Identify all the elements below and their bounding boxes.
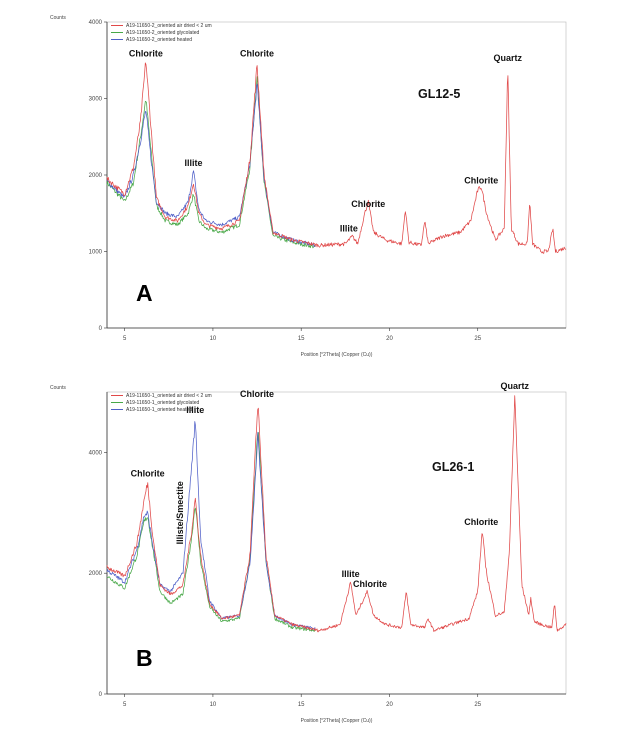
legend-entry: A19-11650-2_oriented heated	[126, 37, 192, 43]
series-line-2	[106, 76, 316, 249]
y-tick-label: 2000	[89, 571, 103, 577]
peak-label: Chlorite	[240, 389, 274, 399]
peak-label: Chlorite	[131, 469, 165, 479]
series-line-1	[106, 62, 567, 254]
series-line-2	[106, 432, 316, 632]
y-axis-label: Counts	[50, 15, 66, 21]
series-line-1	[106, 395, 567, 633]
x-tick-label: 15	[298, 702, 305, 708]
peak-label: Illite	[340, 224, 358, 234]
y-tick-label: 1000	[89, 250, 103, 256]
peak-label: Illite	[342, 569, 360, 579]
x-tick-label: 5	[123, 336, 127, 342]
x-tick-label: 10	[210, 702, 217, 708]
y-tick-label: 4000	[89, 20, 103, 26]
panel-a: 0 1000 2000 3000 4000 5 10 15 20 25 Counts Position…	[50, 15, 567, 358]
x-tick-label: 20	[386, 336, 393, 342]
peak-label: Quartz	[501, 381, 530, 391]
legend-entry: A19-11650-2_oriented air dried < 2 um	[126, 23, 212, 29]
peak-label: Chlorite	[464, 517, 498, 527]
peak-label: Illite	[186, 405, 204, 415]
legend-entry: A19-11650-1_oriented glycolated	[126, 400, 200, 406]
y-tick-label: 2000	[89, 173, 103, 179]
peak-label: Chlorite	[353, 579, 387, 589]
peak-label: Chlorite	[129, 48, 163, 58]
peak-label: Chlorite	[464, 175, 498, 185]
x-tick-label: 25	[474, 702, 481, 708]
x-axis-label: Position [°2Theta] (Copper (Cu))	[301, 352, 373, 358]
y-tick-label: 0	[99, 326, 103, 332]
x-tick-label: 25	[474, 336, 481, 342]
series-line-3	[106, 421, 316, 631]
x-axis-label: Position [°2Theta] (Copper (Cu))	[301, 718, 373, 724]
peak-label: Chlorite	[240, 48, 274, 58]
panel-b: 0 2000 4000 5 10 15 20 25 Counts Position [°2Thet…	[50, 381, 567, 724]
y-tick-label: 3000	[89, 97, 103, 103]
x-tick-label: 10	[210, 336, 217, 342]
x-tick-label: 5	[123, 702, 127, 708]
y-tick-label: 0	[99, 692, 103, 698]
peak-label: Quartz	[493, 53, 522, 63]
peak-label: Illite	[184, 158, 202, 168]
legend-entry: A19-11650-1_oriented heated	[126, 407, 192, 413]
legend-entry: A19-11650-1_oriented air dried < 2 um	[126, 393, 212, 399]
sample-label: GL26-1	[432, 460, 474, 474]
panel-letter: B	[136, 645, 153, 671]
sample-label: GL12-5	[418, 87, 460, 101]
y-axis-label: Counts	[50, 385, 66, 391]
x-tick-label: 15	[298, 336, 305, 342]
panel-letter: A	[136, 280, 153, 306]
peak-label: Illiste/Smectite	[175, 481, 185, 544]
y-tick-label: 4000	[89, 450, 103, 456]
peak-label: Chlorite	[351, 199, 385, 209]
x-tick-label: 20	[386, 702, 393, 708]
series-line-3	[106, 83, 316, 247]
legend-entry: A19-11650-2_oriented glycolated	[126, 30, 200, 36]
